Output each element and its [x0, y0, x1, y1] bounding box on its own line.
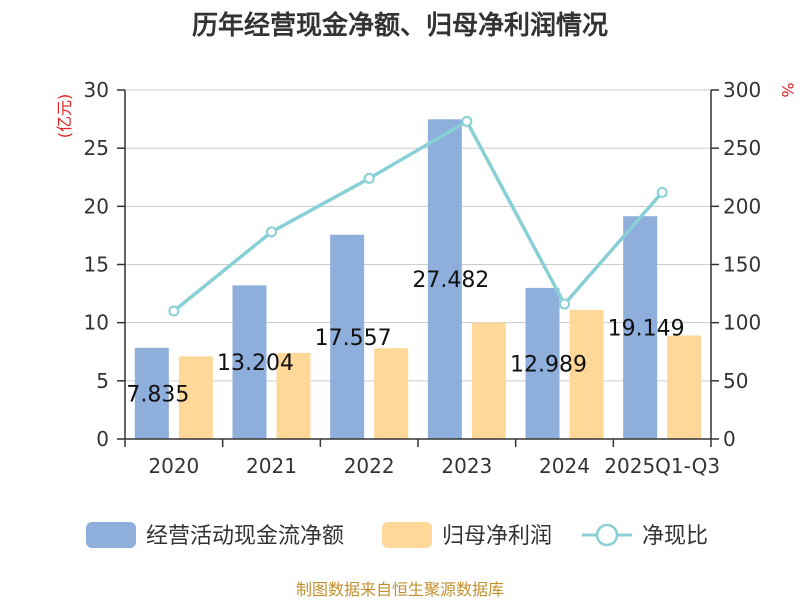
source-note: 制图数据来自恒生聚源数据库 [296, 580, 504, 599]
left-axis-tick-label: 10 [84, 311, 109, 335]
cash-flow-bar [525, 287, 560, 439]
ratio-point [168, 305, 180, 317]
cash-flow-bar [134, 347, 169, 439]
cash-flow-bar [623, 216, 658, 439]
left-axis-unit: (亿元) [55, 94, 74, 139]
cash-flow-data-label: 7.835 [126, 382, 189, 407]
left-axis-tick-label: 15 [84, 253, 109, 277]
bars [134, 119, 702, 440]
net-profit-bar [374, 348, 409, 439]
left-axis-tick-label: 5 [96, 369, 109, 393]
cash-flow-data-label: 19.149 [608, 317, 685, 342]
ratio-point [461, 115, 473, 127]
legend: 经营活动现金流净额 归母净利润 净现比 [86, 522, 708, 549]
left-axis-tick-label: 20 [84, 194, 109, 218]
cash-flow-data-label: 13.204 [217, 351, 294, 376]
x-axis-tick-label: 2021 [246, 454, 297, 478]
cash-flow-data-label: 17.557 [315, 326, 392, 351]
chart-title: 历年经营现金净额、归母净利润情况 [192, 10, 608, 41]
cash-flow-bar [427, 119, 462, 440]
cash-flow-data-label: 27.482 [412, 268, 489, 293]
right-axis-tick-label: 150 [723, 253, 761, 277]
legend-label-cash-flow: 经营活动现金流净额 [146, 524, 344, 549]
x-axis-tick-label: 2025Q1-Q3 [604, 454, 720, 478]
net-profit-bar [667, 335, 702, 439]
right-axis-tick-label: 250 [723, 136, 761, 160]
legend-marker-ratio [595, 523, 619, 547]
x-axis-tick-label: 2020 [148, 454, 199, 478]
net-profit-bar [276, 352, 311, 439]
x-axis-tick-label: 2024 [539, 454, 590, 478]
right-axis-tick-label: 100 [723, 311, 761, 335]
ratio-point [266, 226, 277, 238]
ratio-line-path [172, 118, 664, 313]
legend-swatch-net-profit [382, 522, 432, 548]
net-profit-bar [178, 356, 213, 439]
ratio-point [656, 186, 668, 198]
data-labels: 7.835 13.204 17.557 27.482 12.989 19.149 [126, 268, 684, 407]
right-axis-tick-label: 200 [723, 194, 761, 218]
left-axis-tick-label: 30 [84, 78, 109, 102]
net-profit-bar [471, 322, 506, 439]
ratio-line [168, 115, 668, 317]
cash-flow-bar [232, 285, 267, 439]
right-axis-tick-label: 0 [723, 427, 736, 451]
net-profit-bar [569, 309, 604, 439]
x-axis-tick-label: 2023 [441, 454, 492, 478]
left-axis-tick-label: 25 [84, 136, 109, 160]
legend-label-ratio: 净现比 [642, 524, 708, 549]
right-axis-unit: % [778, 82, 797, 97]
cash-flow-data-label: 12.989 [510, 352, 587, 377]
right-axis-tick-label: 300 [723, 78, 761, 102]
legend-swatch-cash-flow [86, 522, 136, 548]
left-axis-tick-label: 0 [96, 427, 109, 451]
ratio-point [559, 298, 570, 310]
legend-label-net-profit: 归母净利润 [442, 524, 552, 549]
right-axis-tick-label: 50 [723, 369, 748, 393]
x-axis-tick-label: 2022 [344, 454, 395, 478]
cash-flow-bar [330, 234, 365, 439]
ratio-point [363, 172, 375, 184]
